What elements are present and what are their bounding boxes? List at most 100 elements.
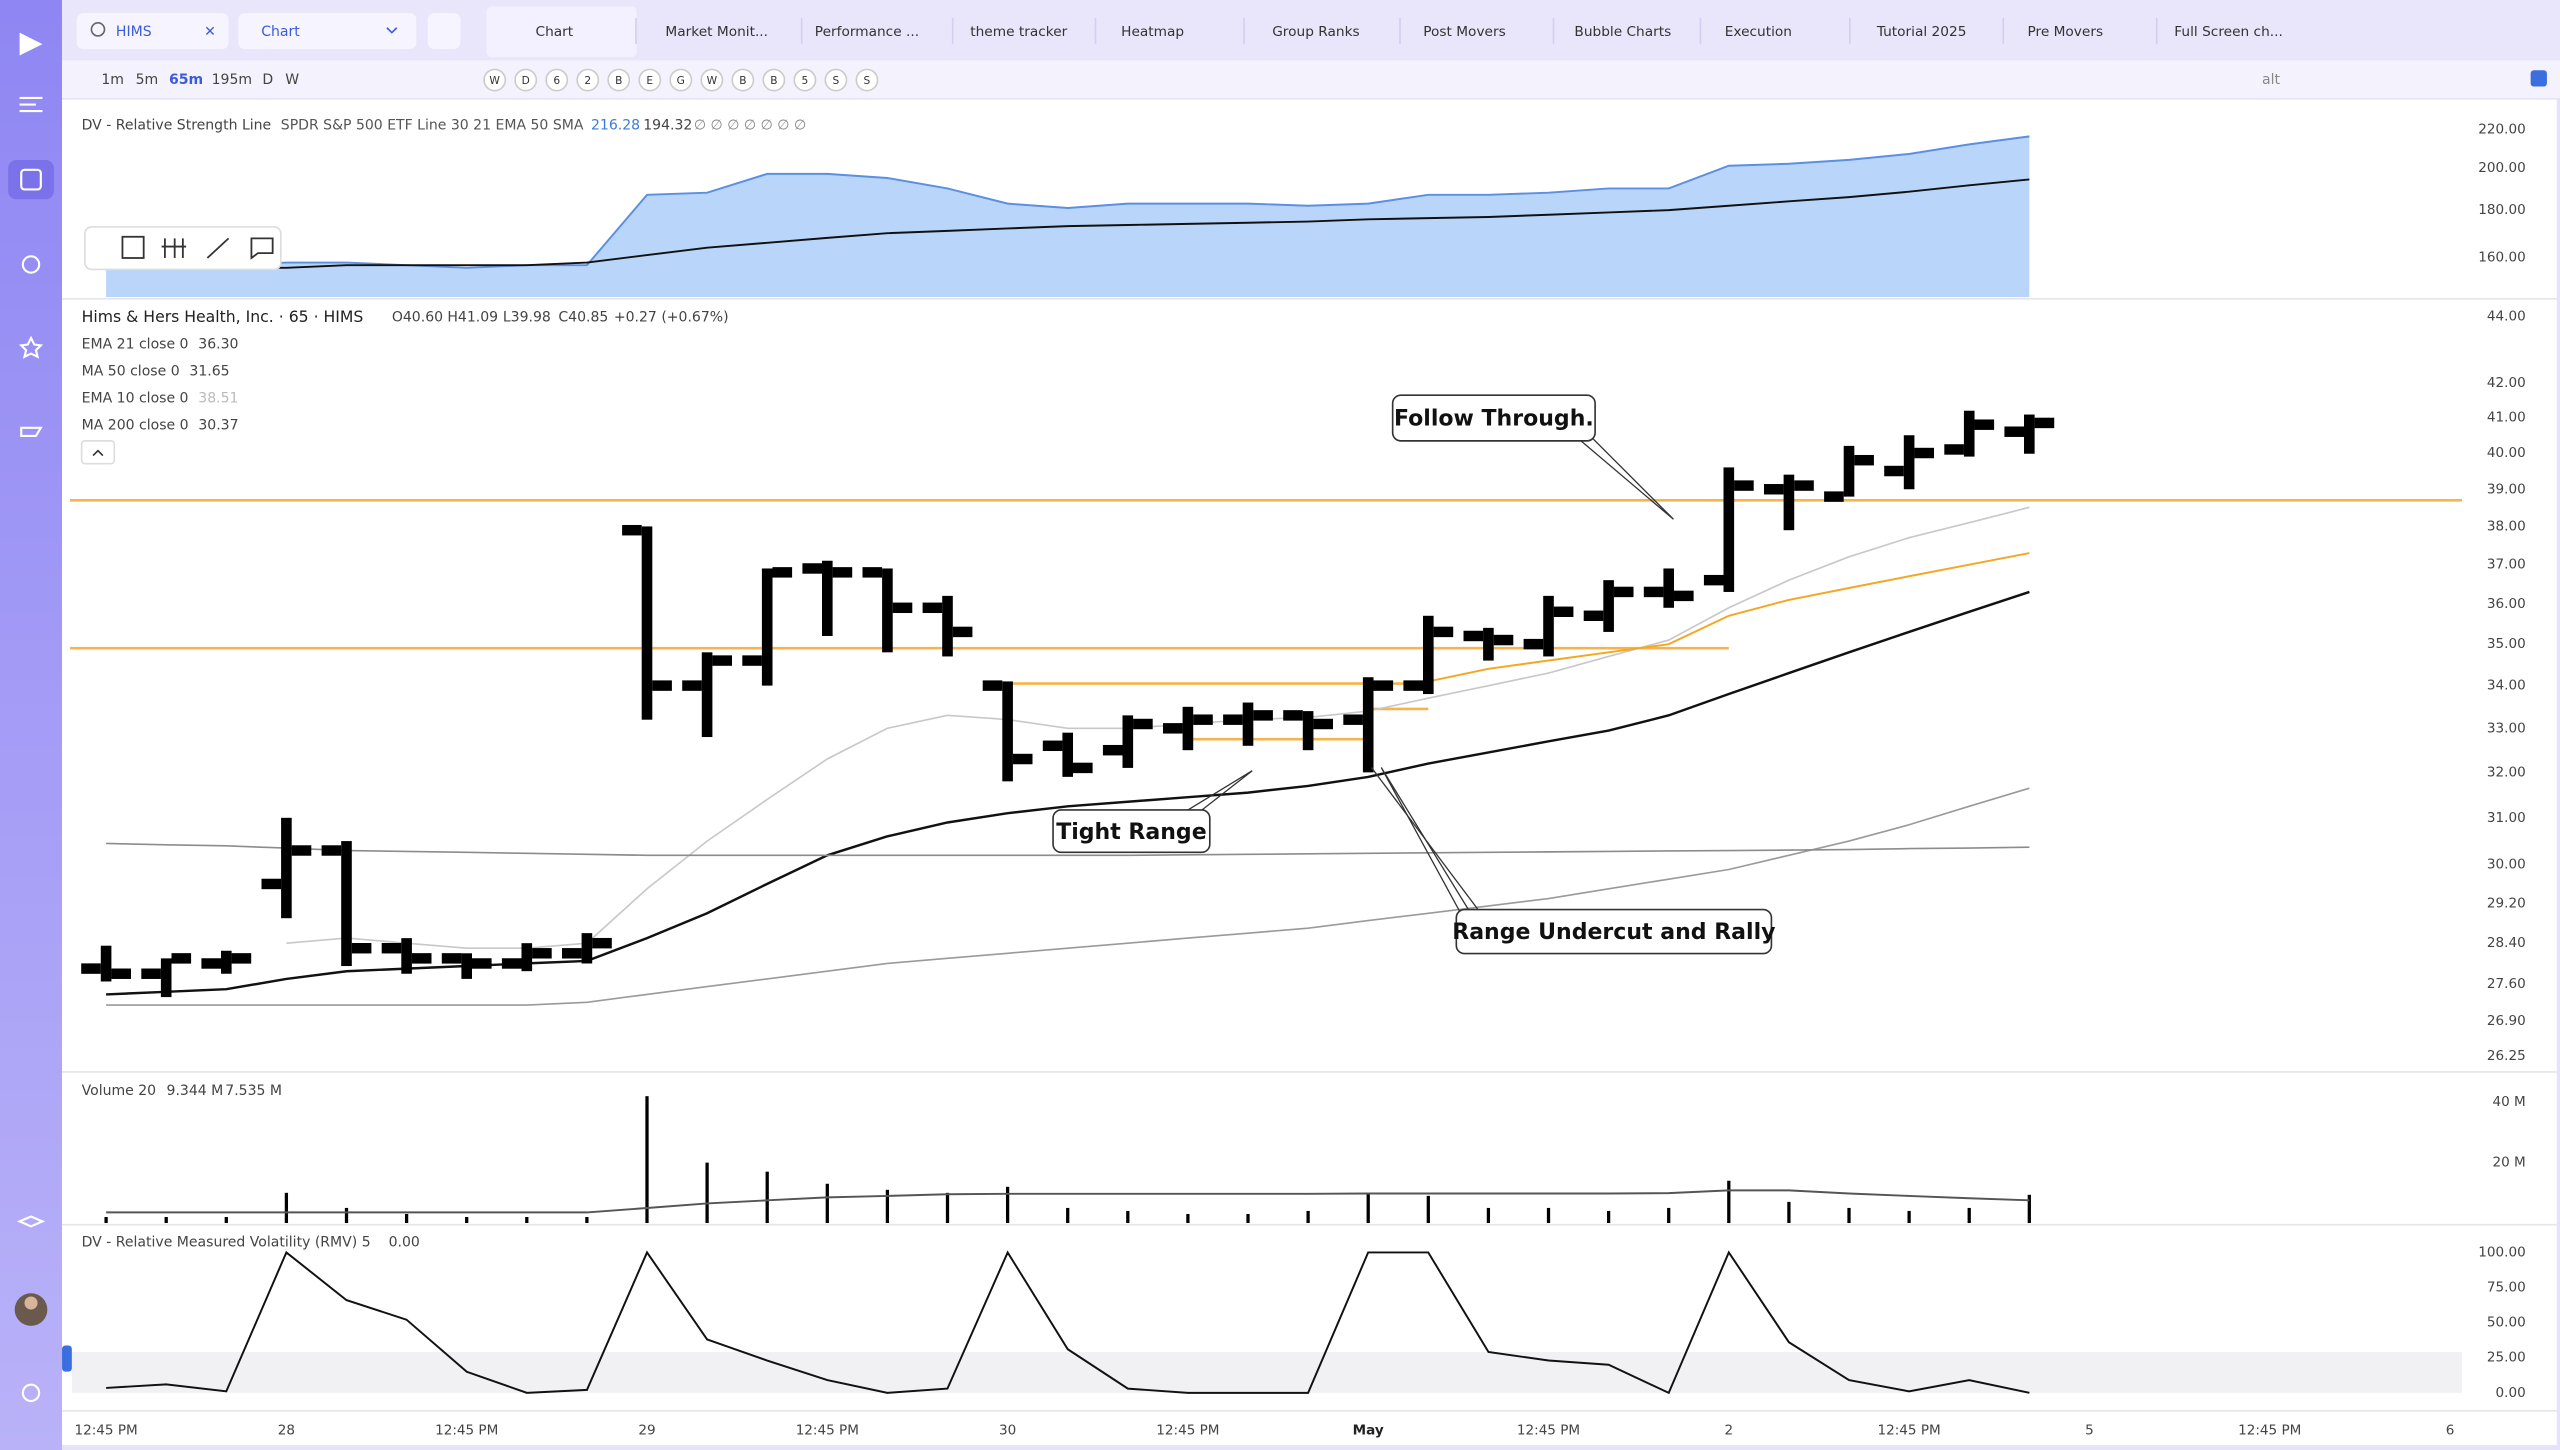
bar-open: [1042, 740, 1063, 752]
learn-icon[interactable]: [16, 1215, 46, 1228]
note-tool[interactable]: [250, 237, 274, 260]
tab[interactable]: Execution: [1725, 24, 1792, 40]
search-icon: [90, 22, 106, 37]
quick-button-label[interactable]: B: [615, 74, 622, 87]
panel-toggle[interactable]: [2530, 70, 2547, 87]
line-tool[interactable]: [206, 237, 230, 259]
price-title: Hims & Hers Health, Inc. · 65 · HIMS: [82, 307, 364, 326]
scroll-handle[interactable]: [62, 1345, 72, 1372]
chart-nav-active[interactable]: [8, 160, 54, 200]
scanner-icon[interactable]: [21, 255, 41, 274]
quick-button[interactable]: [669, 68, 693, 92]
bar-range: [1242, 702, 1254, 746]
quick-button[interactable]: [793, 68, 817, 92]
tab[interactable]: Group Ranks: [1272, 24, 1359, 40]
y-tick-label: 37.00: [2487, 557, 2526, 573]
bar-range: [521, 943, 533, 972]
bar-open: [261, 878, 282, 890]
alt-label[interactable]: alt: [2262, 72, 2280, 88]
line-series: [1428, 552, 2030, 683]
quick-button-label[interactable]: B: [739, 74, 746, 87]
menu-icon[interactable]: [19, 96, 43, 113]
quick-button-label[interactable]: 6: [553, 74, 560, 87]
layout-select-text[interactable]: Chart: [261, 24, 300, 40]
timeframe[interactable]: 5m: [136, 72, 159, 88]
layout-select[interactable]: [238, 13, 417, 49]
quick-button[interactable]: [731, 68, 755, 92]
y-tick-label: 35.00: [2487, 636, 2526, 652]
timeframe[interactable]: 1m: [101, 72, 124, 88]
active-tab[interactable]: [486, 6, 637, 58]
y-tick-label: 30.00: [2487, 857, 2526, 873]
y-tick-label: 36.00: [2487, 596, 2526, 612]
layout-button[interactable]: [427, 13, 461, 49]
quick-button[interactable]: [545, 68, 569, 92]
toolbar: [62, 60, 2560, 98]
timeframe[interactable]: D: [262, 72, 273, 88]
tab[interactable]: Pre Movers: [2027, 24, 2103, 40]
y-tick-label: 0.00: [2496, 1385, 2526, 1401]
quick-button[interactable]: [483, 68, 507, 92]
quick-button[interactable]: [855, 68, 879, 92]
quick-button[interactable]: [638, 68, 662, 92]
quick-button-label[interactable]: S: [833, 74, 840, 87]
quick-button-label[interactable]: S: [864, 74, 871, 87]
quick-button[interactable]: [514, 68, 538, 92]
timeframe[interactable]: 195m: [212, 72, 252, 88]
tab[interactable]: Market Monit...: [665, 24, 768, 40]
bar-range: [1543, 595, 1554, 657]
tab[interactable]: Heatmap: [1121, 24, 1184, 40]
tab[interactable]: theme tracker: [970, 24, 1067, 40]
quick-button-label[interactable]: 2: [584, 74, 591, 87]
tab[interactable]: Tutorial 2025: [1876, 24, 1967, 40]
rect-tool[interactable]: [121, 235, 145, 259]
timeframe[interactable]: 65m: [169, 72, 203, 88]
fib-tool[interactable]: [161, 238, 187, 258]
quick-button-label[interactable]: D: [522, 74, 530, 87]
tab[interactable]: Chart: [536, 24, 574, 40]
volume-bar: [1907, 1210, 1911, 1224]
tab[interactable]: Bubble Charts: [1574, 24, 1671, 40]
volume-bar: [1787, 1201, 1791, 1224]
bar-range: [821, 560, 833, 636]
quick-button[interactable]: [762, 68, 786, 92]
bar-close: [411, 953, 432, 964]
quick-button[interactable]: [700, 68, 724, 92]
collapse-legend[interactable]: [80, 440, 116, 465]
bar-range: [1423, 615, 1434, 695]
bar-range: [1903, 435, 1915, 490]
sidebar: [0, 0, 63, 1450]
bar-range: [1302, 711, 1314, 751]
search-box[interactable]: [76, 13, 229, 49]
timeframe[interactable]: W: [285, 72, 299, 88]
watchlist-icon[interactable]: [18, 335, 44, 359]
alerts-icon[interactable]: [20, 426, 43, 438]
tab[interactable]: Post Movers: [1423, 24, 1506, 40]
bar-close: [1433, 626, 1454, 638]
quick-button-label[interactable]: G: [677, 74, 685, 87]
quick-button-label[interactable]: E: [646, 74, 653, 87]
chart-icon[interactable]: [20, 168, 42, 191]
bar-range: [701, 652, 713, 738]
bar-open: [1283, 710, 1303, 721]
quick-button[interactable]: [824, 68, 848, 92]
help-icon[interactable]: [21, 1383, 41, 1403]
search-text[interactable]: HIMS: [116, 24, 152, 40]
tab[interactable]: Full Screen ch...: [2174, 24, 2283, 40]
quick-button[interactable]: [607, 68, 631, 92]
clear-search[interactable]: ✕: [204, 24, 216, 40]
y-tick-label: 32.00: [2487, 764, 2526, 780]
quick-button-label[interactable]: B: [770, 74, 777, 87]
quick-button-label[interactable]: 5: [802, 74, 809, 87]
bar-close: [772, 567, 793, 578]
bar-close: [1073, 762, 1093, 774]
quick-button[interactable]: [576, 68, 600, 92]
indicator-name: EMA 21 close 0: [82, 337, 189, 353]
volume-bar: [585, 1216, 589, 1224]
y-tick-label: 28.40: [2487, 935, 2526, 951]
volume-bar: [945, 1192, 950, 1224]
quick-button-label[interactable]: W: [707, 74, 718, 87]
tab[interactable]: Performance ...: [815, 24, 919, 40]
volume-bar: [284, 1192, 289, 1224]
quick-button-label[interactable]: W: [489, 74, 500, 87]
